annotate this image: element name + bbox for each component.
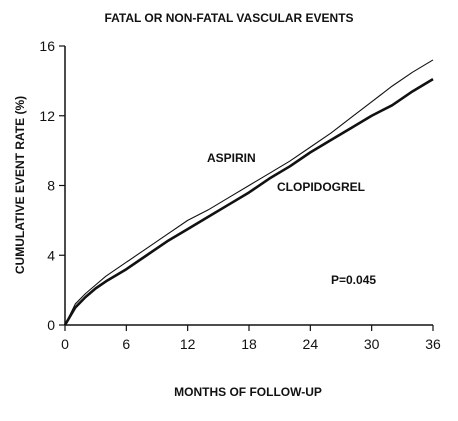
chart-title: FATAL OR NON-FATAL VASCULAR EVENTS <box>104 11 353 25</box>
y-tick-label: 0 <box>47 317 55 333</box>
x-tick-label: 24 <box>303 336 319 352</box>
series-label-clopidogrel: CLOPIDOGREL <box>277 180 365 194</box>
x-tick-label: 30 <box>364 336 380 352</box>
y-tick-label: 16 <box>39 38 55 54</box>
x-tick-label: 0 <box>61 336 69 352</box>
p-value-annotation: P=0.045 <box>331 273 376 287</box>
x-tick-label: 36 <box>425 336 441 352</box>
x-tick-label: 6 <box>122 336 130 352</box>
series-line-clopidogrel <box>63 78 434 326</box>
series-label-aspirin: ASPIRIN <box>207 151 256 165</box>
y-tick-label: 4 <box>47 247 55 263</box>
y-tick-label: 8 <box>47 178 55 194</box>
x-tick-label: 12 <box>180 336 196 352</box>
x-tick-label: 18 <box>241 336 257 352</box>
x-axis-label: MONTHS OF FOLLOW-UP <box>174 385 322 399</box>
y-tick-label: 12 <box>39 108 55 124</box>
y-axis-label: CUMULATIVE EVENT RATE (%) <box>13 96 27 274</box>
axis-ticks: 0 6 12 18 24 30 36 0 4 8 12 16 <box>39 38 441 352</box>
series-lines <box>63 59 434 326</box>
series-line-aspirin <box>64 59 434 326</box>
